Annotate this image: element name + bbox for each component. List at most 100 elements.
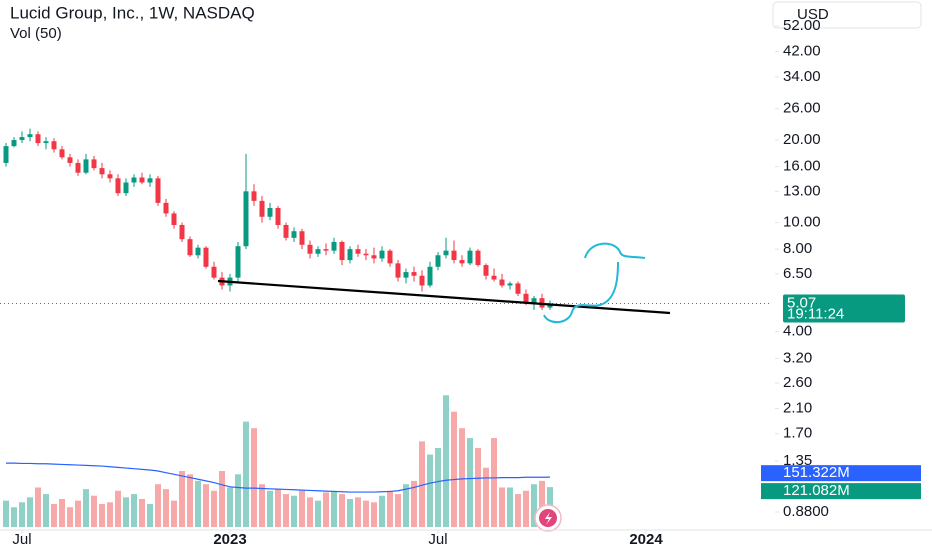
candle-body (307, 244, 313, 254)
volume-bar (67, 507, 73, 527)
candle-body (371, 255, 377, 259)
candle-body (419, 275, 425, 286)
y-tick-label: 0.8800 (783, 503, 829, 520)
x-tick-label: 2023 (213, 531, 246, 548)
candle-body (363, 253, 369, 256)
volume-bar (91, 495, 97, 527)
candle-body (3, 146, 9, 163)
volume-bar (323, 492, 329, 527)
volume-ma-label: 151.322M (783, 464, 850, 481)
candle-body (523, 293, 529, 303)
volume-bar (243, 421, 249, 527)
candle-body (147, 178, 153, 183)
candle-body (275, 208, 281, 225)
y-tick-label: 4.00 (783, 323, 812, 340)
volume-bar (283, 494, 289, 527)
candle-body (171, 213, 177, 225)
candle-body (115, 178, 121, 194)
price-layer (0, 128, 770, 311)
candle-body (411, 272, 417, 276)
candle-body (11, 140, 17, 147)
volume-bar (331, 490, 337, 527)
volume-bar (275, 489, 281, 527)
drawing (584, 242, 646, 259)
candle-body (403, 272, 409, 278)
candle-body (123, 182, 129, 194)
currency: USD (797, 6, 829, 23)
volume-bar (107, 502, 113, 527)
volume-bar (115, 490, 121, 527)
candle-body (59, 149, 65, 158)
volume-bar (291, 495, 297, 527)
event-icon (545, 512, 552, 525)
volume-bar (451, 411, 457, 527)
volume-bar (523, 490, 529, 527)
volume-bar (43, 494, 49, 527)
currency-button[interactable] (772, 1, 922, 29)
candle-body (259, 200, 265, 217)
candle-body (387, 250, 393, 264)
candle-body (51, 141, 57, 150)
volume-bar (155, 484, 161, 527)
volume-bar (467, 438, 473, 527)
x-tick-label: 2024 (629, 531, 663, 548)
volume-bar (171, 500, 177, 527)
candle-body (131, 177, 137, 183)
volume-bar (435, 447, 441, 527)
volume-bar (227, 487, 233, 527)
candle-body (427, 266, 433, 286)
volume-ma-line (6, 462, 551, 493)
candle-body (187, 239, 193, 256)
y-tick-label: 42.00 (783, 43, 821, 60)
y-tick-label: 8.00 (783, 240, 812, 257)
volume-bar (139, 499, 145, 527)
volume-bar (483, 467, 489, 527)
volume-bar (515, 494, 521, 527)
candle-body (27, 134, 33, 138)
candle-body (203, 247, 209, 267)
volume-bar (491, 438, 497, 527)
candle-body (443, 250, 449, 256)
candle-body (355, 249, 361, 254)
volume-bar (187, 474, 193, 527)
volume-bar (387, 490, 393, 527)
volume-bar (307, 497, 313, 527)
volume-bar (19, 502, 25, 527)
volume-bar (195, 480, 201, 527)
volume-bar (299, 490, 305, 527)
candle-body (459, 260, 465, 264)
y-tick-label: 16.00 (783, 158, 821, 175)
candle-body (435, 255, 441, 267)
candle-body (531, 298, 537, 303)
y-tick-label: 10.00 (783, 214, 821, 231)
candle-body (251, 191, 257, 201)
candle-body (299, 231, 305, 245)
candle-body (99, 168, 105, 175)
candle-body (379, 250, 385, 259)
candle-body (291, 231, 297, 238)
x-tick-label: Jul (428, 531, 447, 548)
y-tick-label: 20.00 (783, 131, 821, 148)
candle-body (155, 178, 161, 203)
volume-bar (355, 497, 361, 527)
candle-body (35, 134, 41, 144)
candle-body (235, 246, 241, 278)
volume-bar (267, 490, 273, 527)
candle-body (451, 250, 457, 261)
candle-body (331, 241, 337, 251)
volume-bar (179, 471, 185, 527)
trend-line (217, 279, 671, 315)
candle-body (243, 191, 249, 247)
candle-body (19, 137, 25, 141)
volume-bar (27, 497, 33, 527)
volume-bar (419, 441, 425, 527)
candle-body (315, 249, 321, 254)
volume-bar (235, 474, 241, 527)
y-tick-label: 3.20 (783, 349, 812, 366)
volume-bar (211, 490, 217, 527)
candle-body (347, 249, 353, 261)
volume-bar (475, 447, 481, 527)
volume-label: 121.082M (783, 482, 850, 499)
volume-bar (203, 484, 209, 527)
